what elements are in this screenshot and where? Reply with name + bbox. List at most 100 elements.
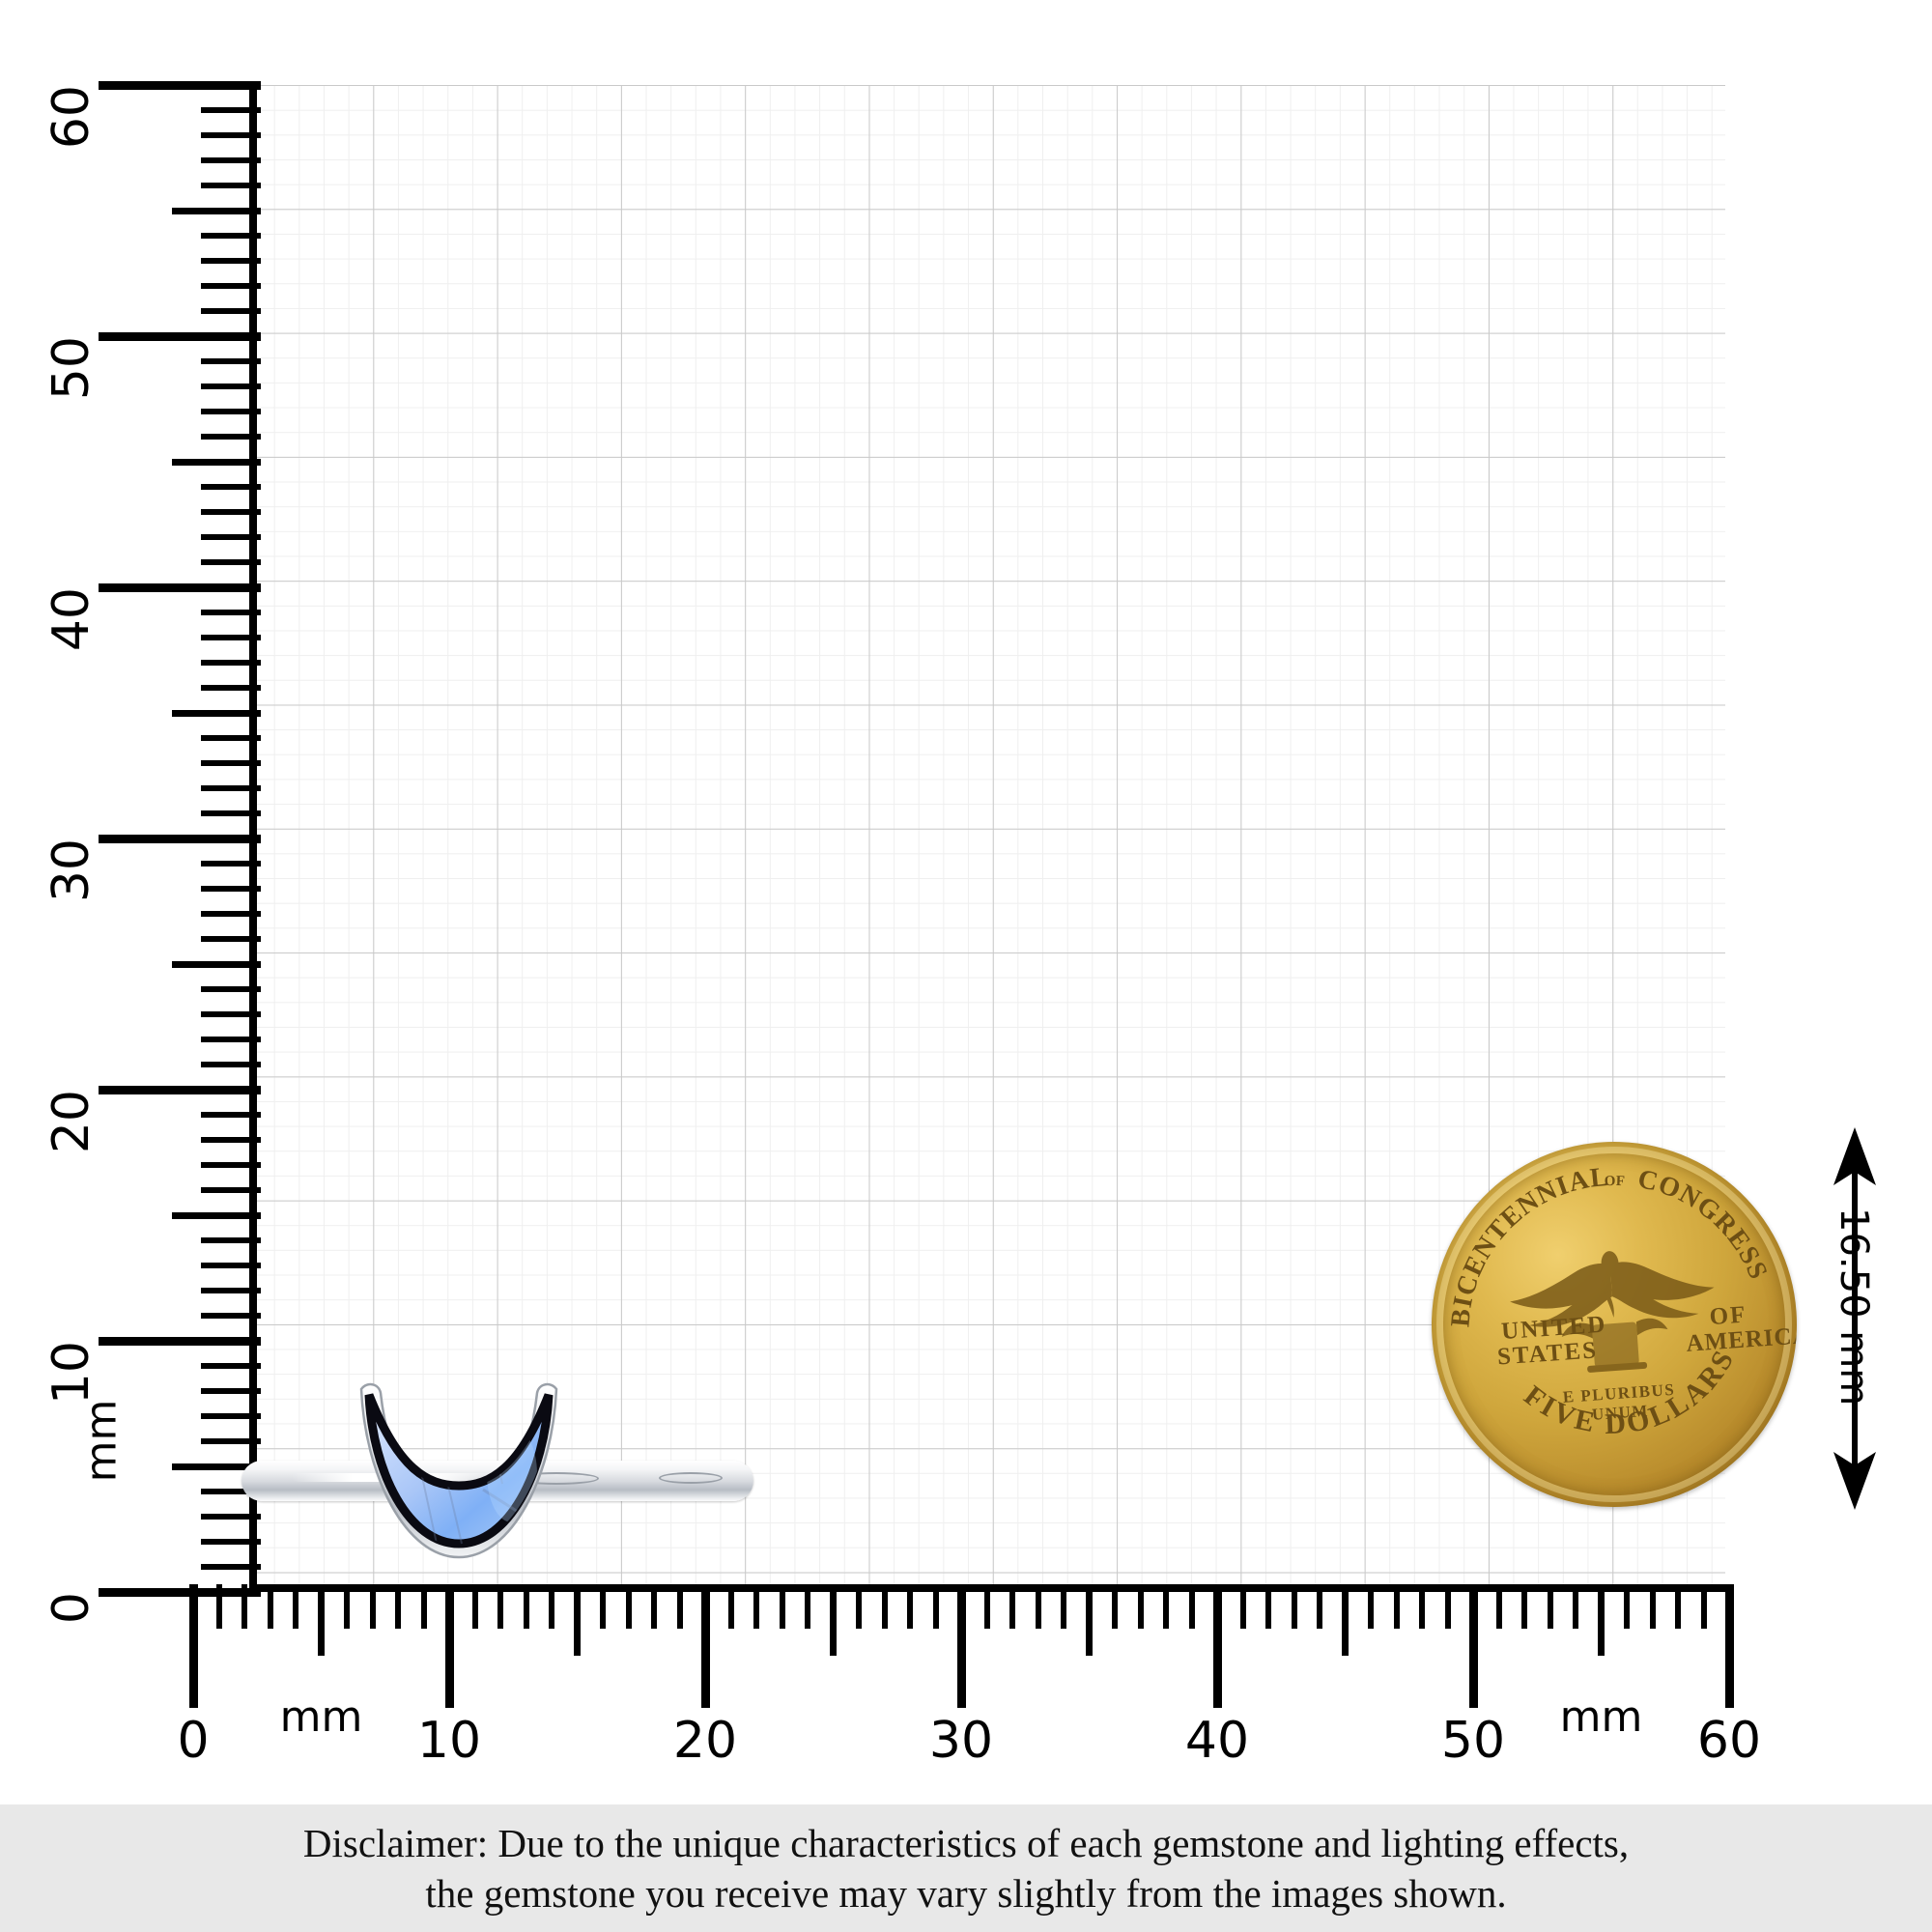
vertical-tick-20 [99,1085,261,1094]
vertical-tick-53 [201,258,261,264]
vertical-tick-13 [201,1263,261,1268]
disclaimer-banner: Disclaimer: Due to the unique characteri… [0,1804,1932,1932]
horizontal-tick-0 [188,1584,198,1708]
horizontal-tick-30 [956,1584,966,1708]
vertical-tick-37 [201,660,261,666]
vertical-tick-11 [201,1313,261,1319]
horizontal-tick-38 [1163,1584,1169,1629]
coin-eagle-engraving [1510,1251,1715,1373]
vertical-tick-4 [201,1489,261,1494]
horizontal-ruler: 0 10 20 30 40 50 60 mm mm [0,1584,1932,1806]
vertical-tick-43 [201,509,261,515]
disclaimer-line-2: the gemstone you receive may vary slight… [425,1871,1507,1916]
vertical-tick-30 [99,834,261,843]
vertical-tick-7 [201,1413,261,1419]
vertical-tick-21 [201,1062,261,1067]
horizontal-tick-21 [727,1584,734,1629]
horizontal-tick-32 [1009,1584,1015,1629]
vertical-tick-26 [201,936,261,942]
horizontal-tick-31 [983,1584,990,1629]
vertical-label-60: 60 [43,85,100,150]
horizontal-tick-46 [1368,1584,1374,1629]
horizontal-unit-label-1: mm [1559,1692,1643,1742]
vertical-tick-25 [172,960,261,968]
vertical-tick-31 [201,810,261,816]
horizontal-tick-52 [1521,1584,1527,1629]
vertical-tick-27 [201,911,261,917]
horizontal-tick-18 [651,1584,657,1629]
horizontal-tick-33 [1035,1584,1041,1629]
vertical-tick-1 [201,1564,261,1570]
vertical-tick-52 [201,283,261,289]
coin-inscription-of: OF [1604,1173,1626,1191]
vertical-tick-3 [201,1514,261,1520]
horizontal-tick-49 [1444,1584,1451,1629]
vertical-tick-0 [99,1587,261,1597]
vertical-tick-10 [99,1336,261,1346]
horizontal-tick-4 [293,1584,298,1629]
horizontal-tick-26 [856,1584,862,1629]
horizontal-label-20: 20 [672,1712,738,1770]
horizontal-label-0: 0 [177,1712,210,1770]
vertical-tick-54 [201,233,261,239]
horizontal-tick-48 [1419,1584,1425,1629]
horizontal-tick-25 [830,1584,837,1656]
horizontal-tick-6 [344,1584,350,1629]
horizontal-tick-59 [1700,1584,1707,1629]
vertical-tick-2 [201,1539,261,1545]
vertical-label-10: 10 [43,1341,100,1406]
horizontal-tick-16 [600,1584,606,1629]
vertical-label-20: 20 [43,1090,100,1154]
moonstone-gem [364,1393,554,1548]
vertical-tick-12 [201,1288,261,1293]
crescent-moonstone [348,1381,570,1571]
band-reflection-right [659,1472,723,1484]
vertical-label-40: 40 [43,587,100,652]
horizontal-tick-50 [1468,1584,1478,1708]
arrow-head-down-icon [1833,1452,1876,1510]
horizontal-tick-47 [1393,1584,1400,1629]
coin-congress-text: CONGRESS [1634,1155,1775,1292]
horizontal-label-10: 10 [416,1712,482,1770]
vertical-tick-48 [201,384,261,389]
coin-inscription-congress: CONGRESS [1634,1155,1775,1292]
vertical-tick-9 [201,1363,261,1369]
horizontal-tick-54 [1573,1584,1578,1629]
horizontal-tick-11 [471,1584,478,1629]
horizontal-tick-3 [267,1584,273,1629]
vertical-tick-17 [201,1162,261,1168]
vertical-tick-36 [201,685,261,691]
horizontal-tick-28 [907,1584,913,1629]
horizontal-tick-45 [1342,1584,1349,1656]
vertical-tick-33 [201,760,261,766]
horizontal-tick-1 [215,1584,222,1629]
disclaimer-line-1: Disclaimer: Due to the unique characteri… [302,1820,1630,1865]
vertical-tick-22 [201,1037,261,1042]
vertical-tick-42 [201,534,261,540]
horizontal-tick-19 [676,1584,683,1629]
vertical-unit-label: mm [76,1399,127,1483]
vertical-tick-49 [201,358,261,364]
vertical-tick-34 [201,735,261,741]
horizontal-tick-12 [497,1584,503,1629]
horizontal-axis-line [249,1584,1731,1592]
horizontal-tick-51 [1495,1584,1502,1629]
horizontal-tick-17 [625,1584,632,1629]
vertical-tick-19 [201,1112,261,1118]
vertical-tick-50 [99,331,261,341]
horizontal-tick-34 [1061,1584,1066,1629]
vertical-tick-41 [201,559,261,565]
vertical-tick-59 [201,107,261,113]
vertical-tick-46 [201,434,261,440]
horizontal-tick-39 [1188,1584,1195,1629]
vertical-tick-14 [201,1237,261,1243]
vertical-tick-15 [172,1211,261,1219]
vertical-tick-35 [172,709,261,717]
vertical-tick-8 [201,1388,261,1394]
vertical-tick-58 [201,132,261,138]
coin-of-the-text: OF [1604,1173,1626,1191]
vertical-tick-60 [99,80,261,90]
arrow-head-up-icon [1833,1127,1876,1185]
horizontal-tick-23 [779,1584,785,1629]
vertical-tick-29 [201,861,261,867]
